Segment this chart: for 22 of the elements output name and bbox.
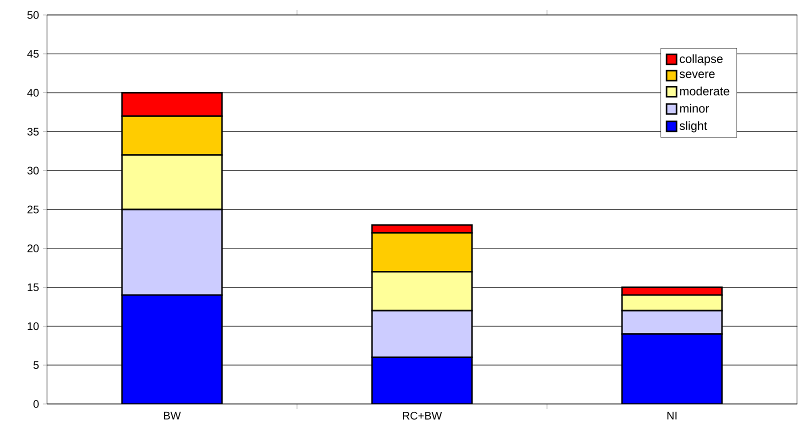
- legend-label: severe: [680, 72, 715, 78]
- y-tick-label: 10: [28, 322, 39, 330]
- y-tick-label: 25: [28, 206, 39, 214]
- bar: [371, 356, 473, 404]
- y-tick-label: 35: [27, 128, 39, 136]
- y-tick-label: 30: [27, 166, 39, 174]
- y-tick-label: 20: [28, 244, 39, 252]
- x-tick-label: BW: [164, 412, 181, 420]
- y-tick-label: 40: [27, 88, 39, 97]
- y-tick-label: 45: [27, 50, 39, 58]
- legend-label: moderate: [680, 86, 730, 96]
- y-tick-label: 50: [27, 11, 39, 19]
- legend-label: collapse: [680, 54, 723, 66]
- bar: [121, 294, 223, 404]
- legend-label: slight: [680, 121, 708, 132]
- x-tick-label: RC+BW: [402, 412, 442, 420]
- legend-label: minor: [680, 104, 709, 113]
- y-tick-label: 5: [34, 361, 39, 369]
- y-tick-label: 0: [33, 400, 39, 408]
- bar: [621, 333, 723, 404]
- y-tick-label: 15: [28, 283, 39, 292]
- x-tick-label: NI: [667, 412, 676, 420]
